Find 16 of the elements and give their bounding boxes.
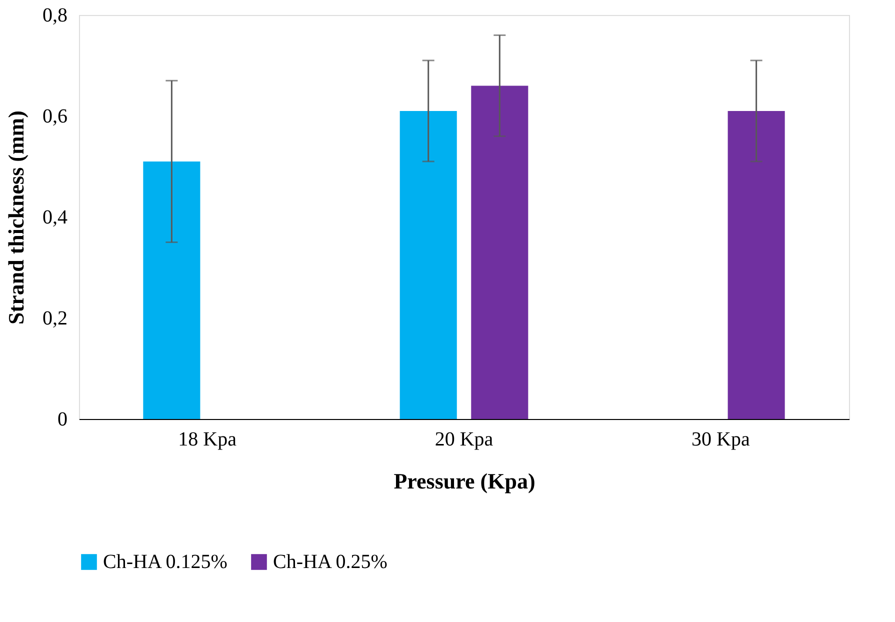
y-axis-title: Strand thickness (mm) [4, 110, 28, 324]
y-tick-label: 0,4 [42, 206, 68, 228]
x-axis-title: Pressure (Kpa) [394, 468, 536, 494]
bar [471, 86, 528, 419]
y-tick-label: 0,6 [42, 106, 68, 128]
bar [143, 161, 200, 419]
y-tick-label: 0,8 [42, 4, 68, 26]
y-tick-label: 0 [58, 408, 68, 430]
x-tick-label: 20 Kpa [434, 428, 494, 450]
x-tick-label: 18 Kpa [178, 428, 237, 450]
bar [400, 110, 457, 419]
legend-label: Ch-HA 0.25% [273, 551, 388, 573]
legend-label: Ch-HA 0.125% [103, 551, 228, 573]
x-tick-label: 30 Kpa [692, 428, 750, 450]
y-tick-label: 0,2 [42, 308, 68, 330]
bar [728, 110, 785, 419]
